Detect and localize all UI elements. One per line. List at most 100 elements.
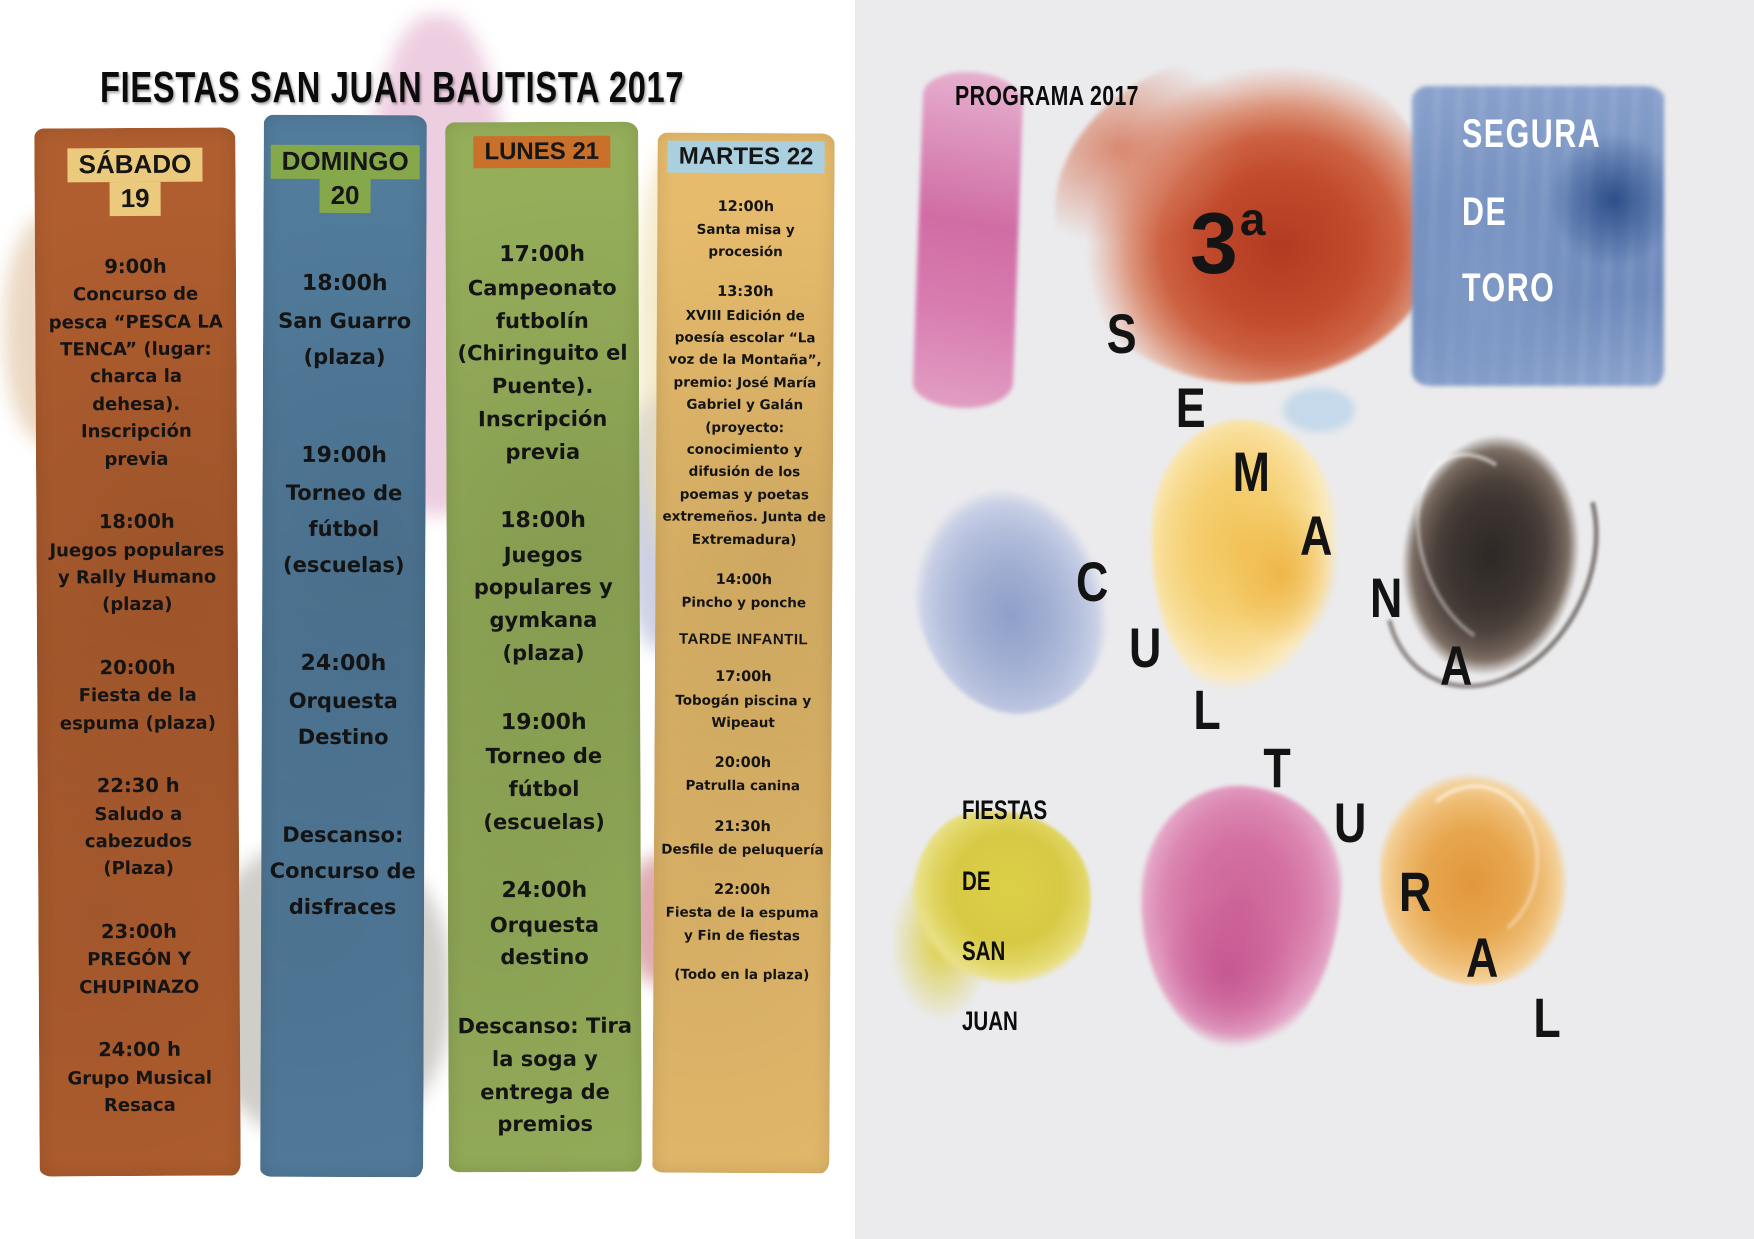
event-description: Descanso: Concurso de disfraces — [269, 822, 416, 920]
event-description: San Guarro (plaza) — [278, 308, 412, 369]
event-description: Descanso: Tira la soga y entrega de prem… — [457, 1013, 633, 1137]
event-description: Orquesta Destino — [288, 688, 398, 750]
event-description: Saludo a cabezudos (Plaza) — [84, 803, 193, 880]
day-column-lunes: LUNES 21 17:00h Campeonato futbolín (Chiri… — [445, 121, 642, 1173]
event-description: Concurso de pesca “PESCA LA TENCA” (luga… — [48, 284, 223, 470]
semana-letter-3: M — [1232, 440, 1270, 503]
day-header-domingo: DOMINGO 20 — [270, 144, 420, 213]
event-description: Desfile de peluquería — [661, 841, 824, 859]
event-description: XVIII Edición de poesía escolar “La voz … — [662, 307, 826, 548]
day-header-label: LUNES 21 — [473, 135, 611, 168]
program-label: PROGRAMA 2017 — [955, 80, 1139, 111]
schedule-event: (Todo en la plaza) — [674, 964, 809, 987]
cultural-letter-5: U — [1334, 791, 1367, 854]
event-time: 14:00h — [715, 571, 773, 589]
watercolor-blob-dark — [1381, 422, 1599, 698]
event-description: Torneo de fútbol (escuelas) — [483, 743, 605, 834]
event-description: Santa misa y procesión — [696, 221, 795, 261]
day-header-label: MARTES 22 — [667, 140, 825, 174]
event-description: Juegos populares y gymkana (plaza) — [473, 542, 613, 666]
schedule-event: 23:00h PREGÓN Y CHUPINAZO — [48, 916, 229, 1001]
day-header-lunes: LUNES 21 — [473, 135, 611, 168]
event-description: Tobogán piscina y Wipeaut — [675, 692, 812, 732]
schedule-event: 24:00h Orquesta destino — [456, 874, 633, 974]
schedule-event: Descanso: Concurso de disfraces — [267, 817, 418, 926]
watercolor-stroke-pink — [912, 70, 1024, 410]
fiestas-caption-line: JUAN — [962, 1006, 1018, 1036]
event-time: 17:00h — [499, 241, 586, 267]
cultural-letter-1: C — [1076, 550, 1109, 613]
cultural-letter-4: T — [1263, 736, 1291, 799]
event-description: PREGÓN Y CHUPINAZO — [79, 949, 200, 998]
event-description: Grupo Musical Resaca — [67, 1067, 213, 1117]
schedule-event: 12:00h Santa misa y procesión — [663, 194, 828, 264]
schedule-event: 22:00h Fiesta de la espuma y Fin de fiest… — [659, 878, 824, 948]
event-time: 24:00h — [501, 878, 588, 904]
schedule-event: 18:00h Juegos populares y Rally Humano (p… — [46, 506, 228, 619]
event-time: 13:30h — [717, 284, 774, 301]
schedule-event: 24:00h Orquesta Destino — [268, 645, 419, 756]
schedule-event: 13:30h XVIII Edición de poesía escolar “L… — [662, 280, 828, 551]
day-column-martes: MARTES 22 12:00h Santa misa y procesión 13:… — [652, 132, 835, 1174]
schedule-event: 22:30 h Saludo a cabezudos (Plaza) — [48, 770, 230, 883]
edition-number: 3 — [1190, 196, 1238, 292]
event-time: 19:00h — [301, 442, 388, 468]
day-header-martes: MARTES 22 — [667, 140, 825, 174]
event-time: 19:00h — [500, 709, 587, 735]
schedule-event: 24:00 h Grupo Musical Resaca — [49, 1035, 230, 1120]
schedule-event: 20:00h Patrulla canina — [685, 751, 801, 798]
event-description: Patrulla canina — [685, 778, 801, 795]
semana-letter-4: A — [1300, 504, 1333, 567]
watercolor-block-blue — [1412, 86, 1664, 386]
day-column-domingo: DOMINGO 20 18:00h San Guarro (plaza) 19:00h T… — [260, 114, 427, 1178]
event-time: 12:00h — [717, 198, 775, 215]
event-description: Orquesta destino — [489, 912, 600, 970]
schedule-event: 21:30h Desfile de peluquería — [661, 814, 824, 861]
day-header-label: DOMINGO — [270, 144, 420, 180]
semana-letter-2: E — [1175, 376, 1206, 439]
poster-title: FIESTAS SAN JUAN BAUTISTA 2017 — [100, 63, 685, 113]
event-description: Torneo de fútbol (escuelas) — [283, 480, 405, 578]
schedule-event: 14:00h Pincho y ponche — [681, 568, 806, 615]
watercolor-wisp-blue — [1283, 388, 1355, 432]
event-description: Pincho y ponche — [681, 594, 807, 612]
cultural-letter-6: R — [1399, 860, 1432, 923]
schedule-event: 18:00h San Guarro (plaza) — [269, 265, 420, 376]
event-time: 18:00h — [500, 508, 586, 534]
day-column-sabado: SÁBADO 19 9:00h Concurso de pesca “PESCA LA… — [34, 127, 241, 1177]
event-time: 22:30 h — [96, 773, 180, 798]
location-title-line: TORO — [1462, 266, 1556, 310]
schedule-event: 19:00h Torneo de fútbol (escuelas) — [455, 705, 632, 838]
location-title-line: SEGURA — [1462, 112, 1602, 156]
event-time: 24:00 h — [98, 1037, 182, 1062]
event-description: Campeonato futbolín (Chiringuito el Puen… — [457, 275, 628, 464]
cultural-letter-8: L — [1533, 986, 1561, 1049]
event-time: 23:00h — [100, 919, 177, 943]
event-time: 18:00h — [301, 270, 388, 296]
event-description: (Todo en la plaza) — [674, 966, 810, 984]
day-header-sabado: SÁBADO 19 — [67, 147, 203, 216]
event-time: 9:00h — [104, 254, 167, 278]
fiestas-caption-line: DE — [962, 866, 991, 896]
edition-label: 3a — [1190, 196, 1265, 287]
event-description: Juegos populares y Rally Humano (plaza) — [49, 539, 225, 616]
schedule-event: 18:00h Juegos populares y gymkana (plaza) — [455, 504, 633, 670]
cultural-letter-2: U — [1129, 616, 1162, 679]
section-heading: TARDE INFANTIL — [678, 631, 809, 649]
event-time: 20:00h — [714, 755, 772, 772]
fiestas-caption-line: SAN — [962, 936, 1006, 966]
schedule-event: 9:00h Concurso de pesca “PESCA LA TENCA” … — [45, 251, 227, 473]
event-description: Fiesta de la espuma (plaza) — [59, 684, 216, 735]
location-title-line: DE — [1462, 190, 1508, 234]
event-time: 22:00h — [713, 882, 771, 899]
semana-letter-1: S — [1106, 302, 1137, 365]
day-header-label: 20 — [319, 178, 371, 213]
event-time: 18:00h — [98, 509, 175, 534]
event-time: 17:00h — [715, 669, 772, 686]
schedule-event: Descanso: Tira la soga y entrega de prem… — [456, 1010, 633, 1142]
watercolor-blob-pink — [1133, 780, 1347, 1057]
day-header-label: SÁBADO — [67, 147, 203, 183]
fiestas-caption-line: FIESTAS — [962, 795, 1048, 825]
